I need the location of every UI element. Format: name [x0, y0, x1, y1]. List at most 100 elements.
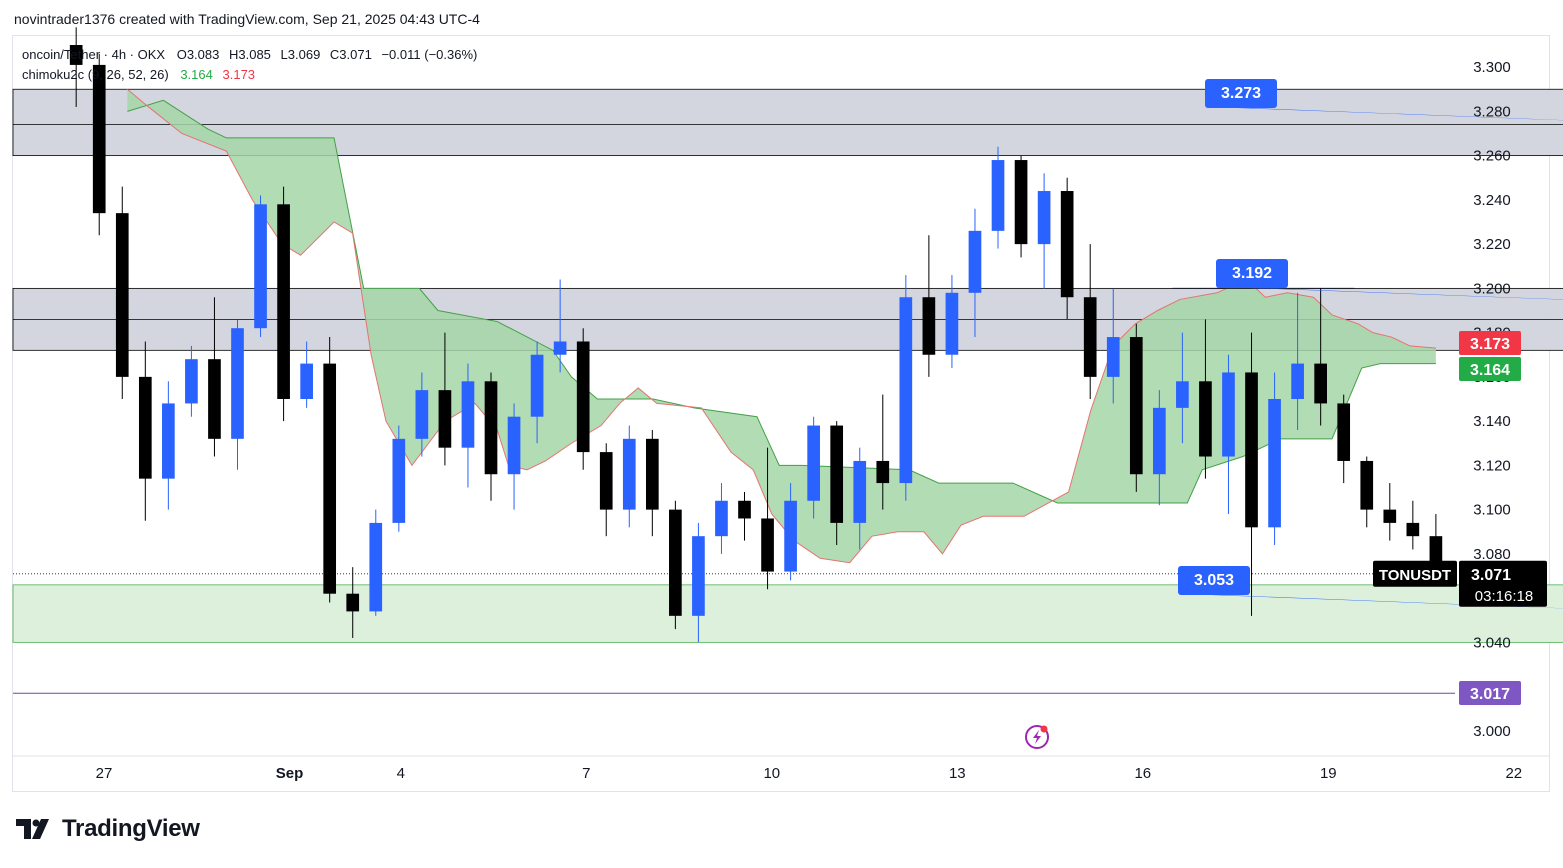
x-tick-label: 27	[96, 765, 113, 782]
ichimoku-cloud-fill	[127, 89, 1436, 563]
candle	[300, 341, 313, 408]
candle	[922, 235, 936, 377]
candle	[1291, 292, 1304, 430]
candle	[645, 429, 659, 537]
x-tick-label: 7	[582, 765, 590, 782]
candle-body	[484, 381, 498, 475]
candle	[1222, 354, 1235, 515]
alert-icon[interactable]	[1025, 725, 1049, 749]
symbol-badge-bg	[1373, 560, 1457, 587]
candle	[669, 500, 682, 630]
candle	[899, 275, 913, 501]
candle-body	[553, 341, 567, 355]
candle-body	[1337, 403, 1351, 461]
candle-body	[438, 390, 452, 448]
candle-body	[1406, 522, 1420, 537]
price-badge-bg	[1459, 357, 1521, 381]
candle-body	[530, 354, 544, 417]
candle	[1176, 332, 1189, 444]
candle	[323, 337, 337, 603]
y-tick-label: 3.040	[1473, 634, 1511, 651]
y-tick-label: 3.280	[1473, 103, 1511, 120]
candle	[530, 341, 544, 444]
candle	[738, 491, 751, 541]
callout-pointer	[1211, 107, 1563, 121]
candle	[392, 425, 406, 532]
y-tick-label: 3.000	[1473, 723, 1511, 740]
y-tick-label: 3.220	[1473, 236, 1511, 253]
callout-label: 3.192	[1232, 265, 1272, 282]
candle-body	[1083, 297, 1097, 377]
callout-box	[1216, 259, 1288, 288]
callout-label: 3.053	[1194, 572, 1234, 589]
candle-body	[1314, 363, 1327, 404]
candle	[254, 195, 267, 338]
y-tick-label: 3.100	[1473, 502, 1511, 519]
price-badges-layer: 3.173 3.164 3.017 TONUSDT 3.071 03:16:18	[1373, 331, 1547, 705]
candle-body	[922, 297, 936, 355]
candle	[1083, 244, 1097, 399]
candle	[277, 186, 290, 422]
candle	[807, 416, 820, 519]
tradingview-logo-text: TradingView	[62, 815, 200, 842]
candle	[1337, 394, 1351, 484]
candle-body	[92, 64, 106, 214]
candle-body	[1153, 407, 1166, 475]
candle-body	[899, 297, 913, 484]
candle-body	[1268, 399, 1281, 528]
candle	[369, 509, 383, 616]
candle	[1037, 173, 1051, 289]
candle	[138, 341, 152, 521]
price-badge-label: 3.173	[1470, 336, 1510, 353]
candle	[346, 567, 360, 638]
candle	[1014, 155, 1028, 258]
candle-body	[162, 403, 175, 479]
last-price-label: 3.071	[1471, 567, 1511, 584]
price-badge-red: 3.173	[1459, 331, 1521, 355]
candle	[761, 447, 774, 590]
candle	[576, 328, 590, 470]
symbol-badge-label: TONUSDT	[1379, 567, 1451, 584]
candle-body	[991, 160, 1005, 231]
candle-body	[1360, 460, 1374, 510]
candle-body	[392, 438, 406, 523]
tradingview-logo[interactable]: TradingView	[16, 815, 200, 843]
candle	[692, 522, 705, 643]
svg-text:chimoku2c (9, 26, 52, 26): chimoku2c (9, 26, 52, 26) 3.164 3.173	[22, 67, 255, 82]
y-tick-label: 3.300	[1473, 59, 1511, 76]
legend-indicator-value-2: 3.173	[223, 67, 256, 82]
candle	[1406, 500, 1420, 550]
candles-layer	[69, 27, 1443, 643]
last-price-badge-bg	[1459, 560, 1547, 607]
tradingview-logo-icon	[16, 819, 49, 839]
candle-body	[645, 438, 659, 510]
chart-frame	[12, 35, 1550, 792]
price-callout[interactable]: 3.192	[1216, 259, 1563, 308]
candle-body	[1176, 381, 1189, 408]
candle-body	[415, 390, 429, 439]
candle-body	[876, 460, 890, 484]
symbol-badge: TONUSDT	[1373, 560, 1457, 587]
candle-body	[715, 500, 728, 537]
candle-body	[830, 425, 844, 523]
candle	[945, 275, 959, 369]
candle-body	[945, 292, 959, 355]
candle	[1314, 288, 1327, 426]
callout-label: 3.273	[1221, 85, 1261, 102]
candle-body	[1037, 191, 1051, 245]
candle-body	[807, 425, 820, 501]
x-tick-label: 13	[949, 765, 966, 782]
demand-zone	[12, 584, 1563, 643]
price-badge-bg	[1459, 681, 1521, 705]
legend-change: −0.011 (−0.36%)	[381, 47, 477, 62]
y-tick-label: 3.240	[1473, 192, 1511, 209]
candle	[507, 403, 521, 510]
candle	[185, 345, 198, 417]
candle-body	[669, 509, 682, 616]
candle-body	[300, 363, 313, 399]
candle-body	[761, 518, 774, 572]
candle-body	[576, 341, 590, 453]
legend-open: O3.083	[177, 47, 220, 62]
price-callout[interactable]: 3.273	[1205, 79, 1563, 128]
